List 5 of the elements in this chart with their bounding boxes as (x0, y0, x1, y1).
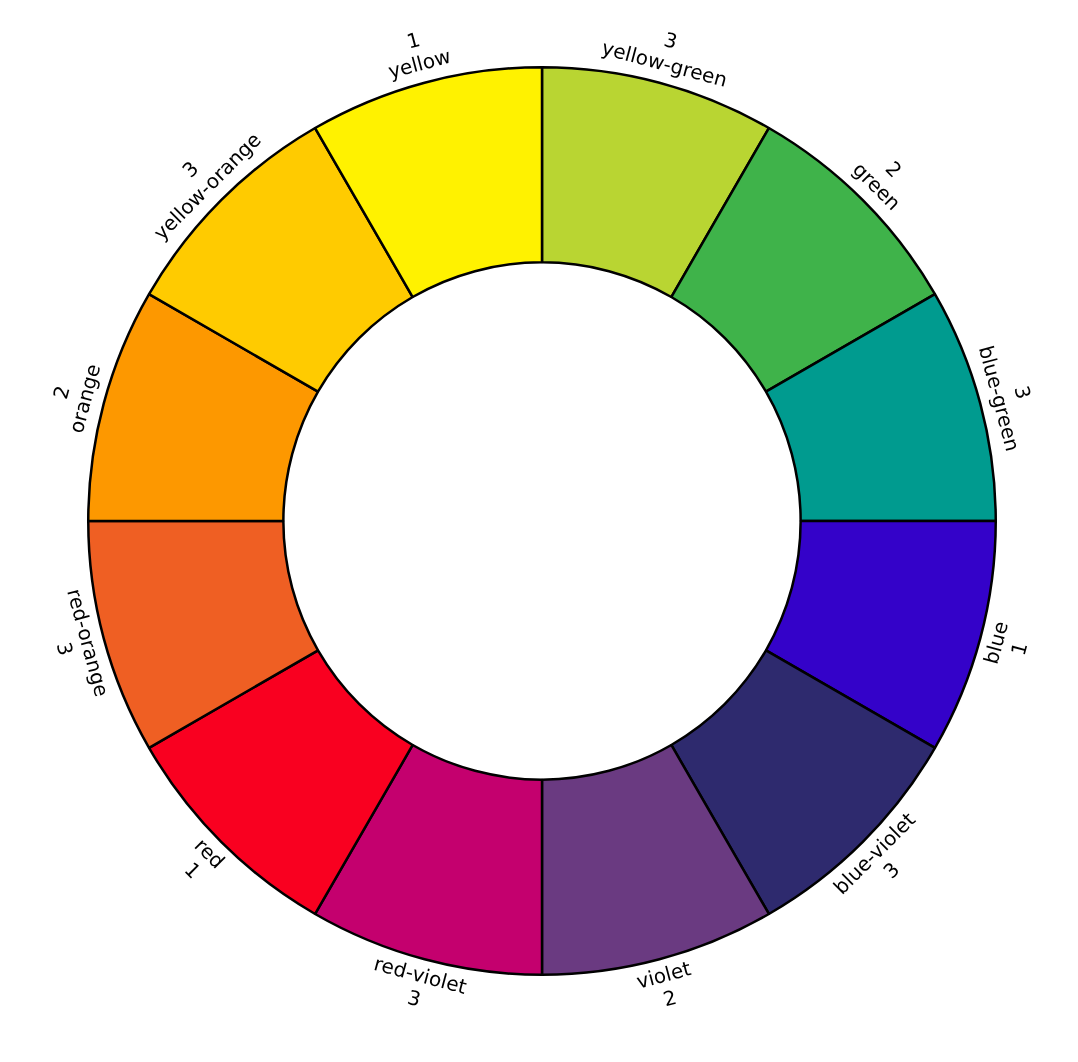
text: 1 (1005, 639, 1033, 659)
text: 2 (48, 382, 75, 402)
text: 1 (403, 27, 423, 54)
text: 3 (1009, 382, 1036, 402)
text: 2 (660, 984, 680, 1012)
